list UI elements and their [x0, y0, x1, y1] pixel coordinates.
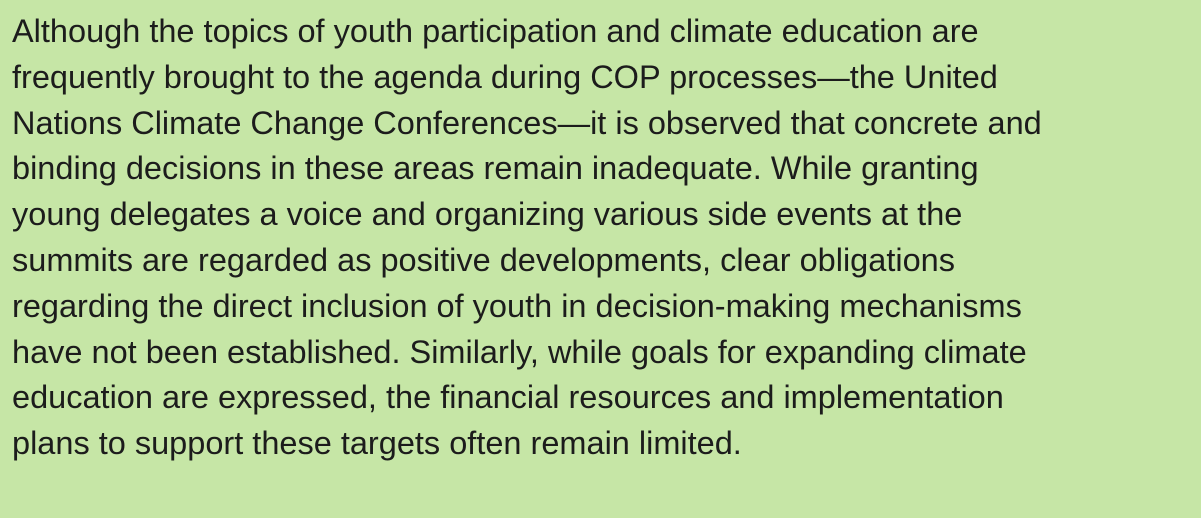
text-line: education are expressed, the financial r… — [12, 379, 1004, 416]
text-line: Although the topics of youth participati… — [12, 13, 979, 49]
text-line: young delegates a voice and organizing v… — [12, 196, 963, 233]
text-line: have not been established. Similarly, wh… — [12, 333, 1027, 370]
text-line: plans to support these targets often rem… — [12, 425, 742, 462]
text-line: binding decisions in these areas remain … — [12, 150, 979, 187]
text-line: Nations Climate Change Conferences—it is… — [12, 104, 1042, 141]
text-line: regarding the direct inclusion of youth … — [12, 287, 1022, 324]
text-line: summits are regarded as positive develop… — [12, 241, 955, 278]
text-line: frequently brought to the agenda during … — [12, 58, 998, 95]
